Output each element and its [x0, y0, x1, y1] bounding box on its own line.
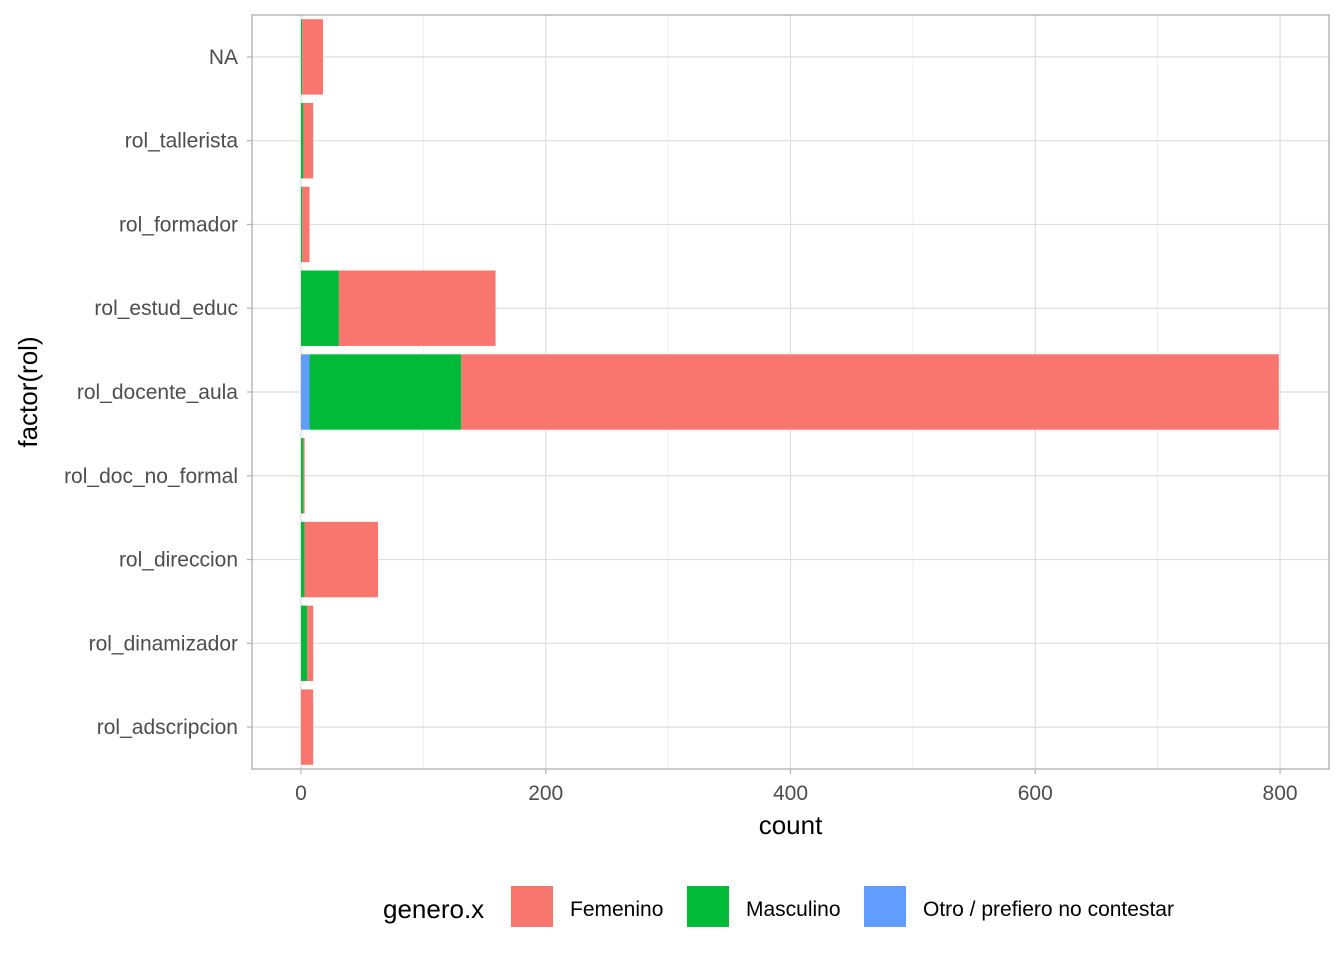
legend-key-femenino: [511, 886, 553, 927]
x-axis-title: count: [759, 810, 823, 840]
y-tick-labels: rol_adscripcion rol_dinamizador rol_direcc…: [64, 46, 252, 739]
bar-rol_tallerista-femenino: [303, 102, 314, 179]
x-tick-labels: 0 200 400 600 800: [295, 769, 1298, 805]
x-tick-label: 800: [1263, 782, 1298, 805]
bar-rol_doc_no_formal-femenino: [303, 438, 305, 514]
y-tick-label: rol_dinamizador: [89, 632, 238, 655]
x-tick-label: 200: [528, 782, 563, 805]
bar-rol_estud_educ-femenino: [338, 270, 496, 346]
x-tick-label: 400: [773, 782, 808, 805]
y-tick-label: rol_direccion: [119, 549, 238, 572]
bar-rol_direccion-masculino: [300, 521, 305, 598]
y-tick-label: rol_adscripcion: [97, 716, 238, 739]
x-tick-label: 600: [1018, 782, 1053, 805]
y-tick-label: rol_estud_educ: [94, 297, 238, 320]
legend-label: Femenino: [570, 898, 663, 921]
bar-rol_docente_aula-femenino: [461, 354, 1279, 430]
bar-rol_formador-femenino: [302, 186, 310, 263]
legend: genero.x Femenino Masculino Otro / prefier…: [383, 886, 1174, 927]
legend-label: Masculino: [746, 898, 841, 921]
bar-rol_dinamizador-femenino: [307, 605, 314, 682]
bar-rol_formador-masculino: [300, 186, 303, 263]
bars: [300, 19, 1279, 765]
y-tick-label: rol_doc_no_formal: [64, 465, 238, 488]
bar-NA-masculino: [300, 19, 303, 95]
y-tick-label: NA: [209, 46, 238, 69]
bar-rol_adscripcion-femenino: [300, 689, 314, 765]
bar-rol_docente_aula-otro-prefiero-no-contestar: [300, 354, 310, 430]
legend-key-masculino: [687, 886, 729, 927]
x-tick-label: 0: [295, 782, 307, 805]
bar-rol_estud_educ-masculino: [300, 270, 339, 346]
bar-rol_docente_aula-masculino: [309, 354, 462, 430]
bar-rol_doc_no_formal-masculino: [300, 438, 304, 514]
y-tick-label: rol_docente_aula: [77, 381, 238, 404]
legend-title: genero.x: [383, 894, 484, 924]
y-tick-label: rol_formador: [119, 213, 238, 236]
bar-rol_direccion-femenino: [304, 521, 379, 598]
bar-NA-femenino: [302, 19, 323, 95]
legend-label: Otro / prefiero no contestar: [923, 898, 1174, 921]
y-axis-title: factor(rol): [13, 336, 43, 447]
y-tick-label: rol_tallerista: [125, 130, 239, 153]
bar-rol_tallerista-masculino: [300, 102, 304, 179]
bar-rol_dinamizador-masculino: [300, 605, 308, 682]
legend-key-otro-prefiero-no-contestar: [864, 886, 906, 927]
